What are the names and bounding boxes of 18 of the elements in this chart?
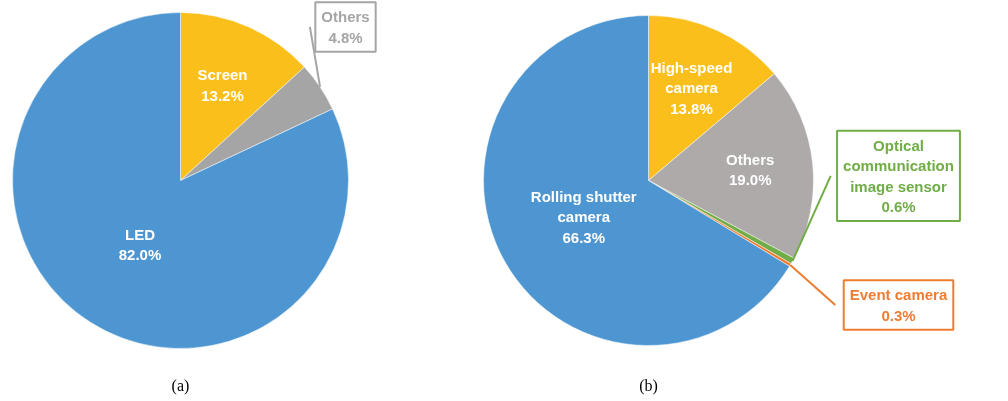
data-label: 4.8% bbox=[328, 28, 363, 46]
data-label: 0.6% bbox=[881, 198, 916, 215]
data-label: 19.0% bbox=[728, 171, 772, 189]
text: (b) bbox=[639, 377, 658, 395]
slice-label: Screen bbox=[197, 66, 248, 84]
data-label: 0.3% bbox=[881, 306, 916, 324]
data-label: 66.3% bbox=[562, 228, 606, 246]
slice-label: Optical communication image sensor bbox=[843, 136, 954, 195]
data-label: 13.8% bbox=[670, 99, 713, 117]
slice-label: Rolling shutter camera bbox=[530, 187, 637, 226]
data-label: 82.0% bbox=[118, 246, 162, 264]
text: (a) bbox=[171, 377, 190, 395]
slice-label: Event camera bbox=[849, 286, 948, 304]
slice-label: High-speed camera bbox=[650, 58, 733, 97]
slice-label: LED bbox=[124, 225, 156, 243]
slice-label: Others bbox=[321, 8, 370, 26]
data-label: 13.2% bbox=[201, 86, 244, 104]
slice-label: Others bbox=[726, 150, 775, 168]
